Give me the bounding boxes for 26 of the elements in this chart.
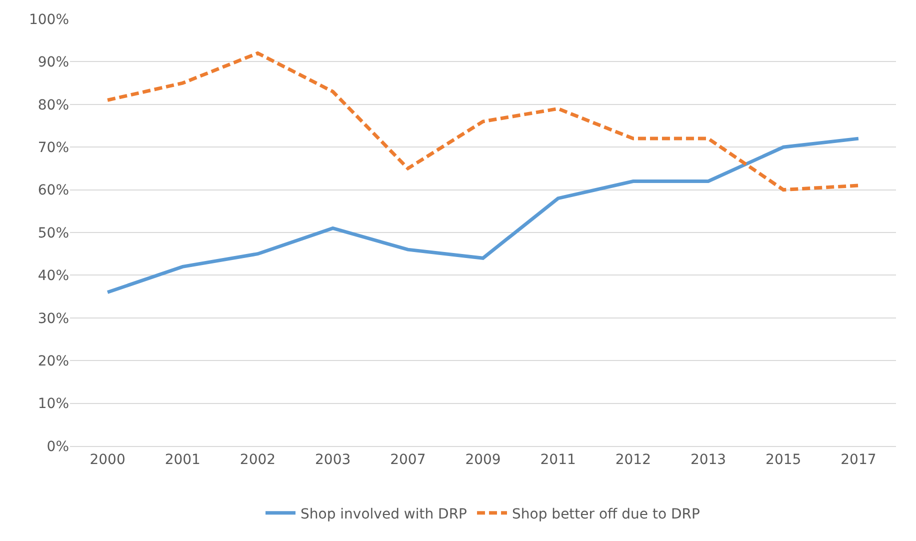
x-tick-label: 2000 — [90, 452, 126, 468]
y-tick-label: 10% — [38, 396, 69, 412]
y-tick-label: 100% — [28, 12, 69, 28]
legend-label: Shop better off due to DRP — [512, 506, 700, 522]
line-series — [106, 51, 860, 192]
y-tick-label: 0% — [46, 438, 69, 455]
x-tick-label: 2013 — [690, 452, 726, 468]
x-tick-label: 2001 — [164, 452, 200, 468]
y-tick-label: 50% — [38, 225, 69, 242]
y-tick-label: 90% — [38, 54, 69, 71]
y-tick-label: 80% — [38, 97, 69, 114]
x-tick-label: 2007 — [390, 452, 426, 468]
y-tick-label: 70% — [38, 140, 69, 156]
x-tick-label: 2009 — [465, 452, 501, 468]
x-tick-label: 2015 — [766, 452, 802, 468]
x-tick-label: 2002 — [240, 452, 276, 468]
y-tick-label: 40% — [38, 268, 69, 284]
x-tick-label: 2003 — [315, 452, 351, 468]
legend-label: Shop involved with DRP — [300, 506, 468, 522]
line-series — [106, 136, 860, 294]
y-tick-label: 60% — [38, 182, 69, 199]
y-tick-label: 20% — [38, 354, 69, 370]
x-tick-label: 2012 — [615, 452, 651, 468]
x-tick-label: 2017 — [840, 452, 876, 468]
y-tick-label: 30% — [38, 310, 69, 327]
x-tick-label: 2011 — [540, 452, 576, 468]
